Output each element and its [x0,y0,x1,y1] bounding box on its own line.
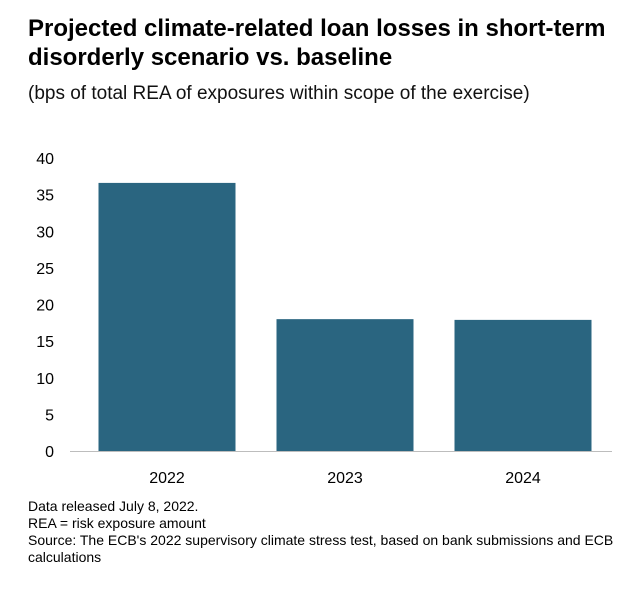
x-tick-label: 2024 [505,470,541,487]
y-tick-label: 40 [36,151,54,168]
bar-chart: 0 5 10 15 20 25 30 35 40 2022 2023 2024 [36,151,612,487]
y-tick-label: 20 [36,298,54,315]
y-axis: 0 5 10 15 20 25 30 35 40 [36,151,54,461]
footnote-released: Data released July 8, 2022. [28,498,199,514]
y-tick-label: 5 [45,407,54,424]
y-tick-label: 15 [36,334,54,351]
footnote-source: Source: The ECB's 2022 supervisory clima… [28,532,614,565]
chart-subtitle: (bps of total REA of exposures within sc… [28,83,530,104]
y-tick-label: 25 [36,261,54,278]
bar-2024 [454,319,592,451]
footnotes: Data released July 8, 2022. REA = risk e… [28,498,628,566]
chart-title: Projected climate-related loan losses in… [28,15,606,71]
x-tick-label: 2023 [327,470,363,487]
bars [98,182,592,451]
bar-2023 [276,319,414,451]
x-tick-label: 2022 [149,470,185,487]
x-axis: 2022 2023 2024 [149,470,541,487]
y-tick-label: 30 [36,224,54,241]
footnote-definition: REA = risk exposure amount [28,515,206,531]
bar-2022 [98,182,236,451]
y-tick-label: 35 [36,188,54,205]
y-tick-label: 10 [36,371,54,388]
y-tick-label: 0 [45,444,54,461]
